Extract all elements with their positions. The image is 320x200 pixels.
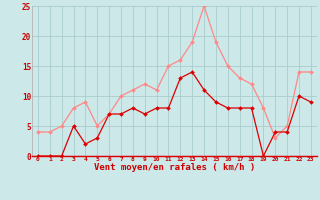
X-axis label: Vent moyen/en rafales ( km/h ): Vent moyen/en rafales ( km/h ) [94,163,255,172]
